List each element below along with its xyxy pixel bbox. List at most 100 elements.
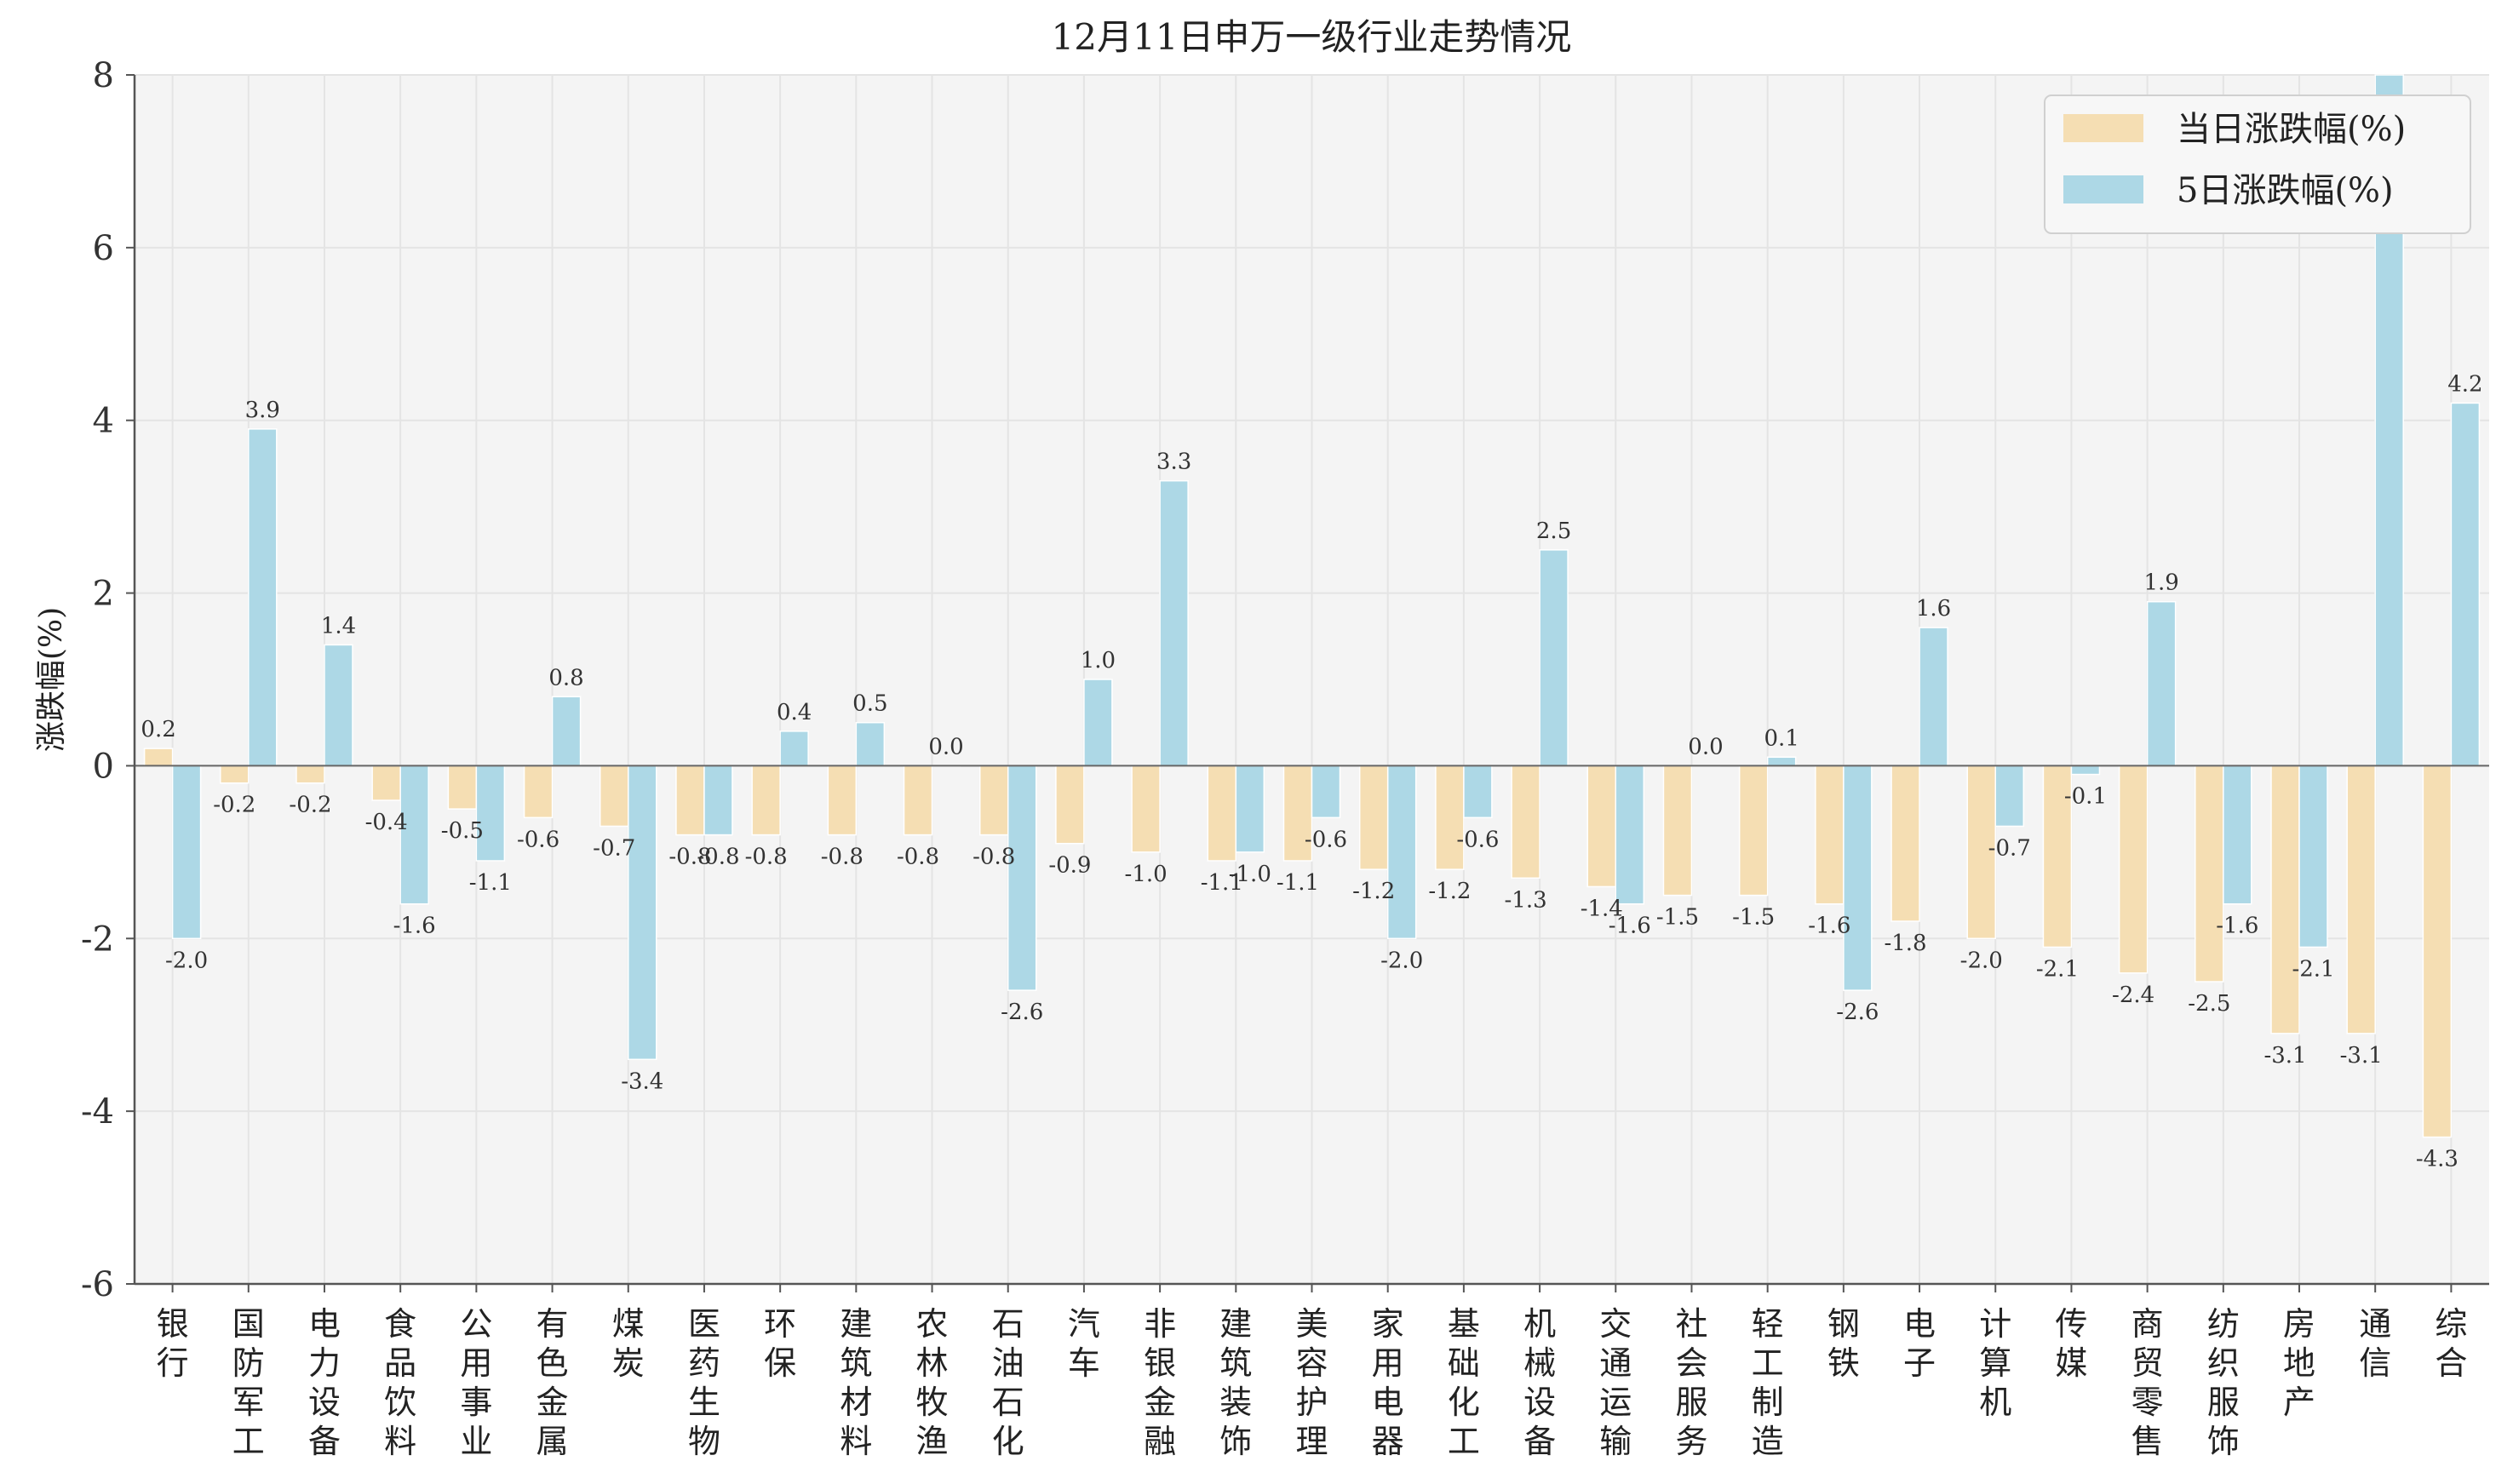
bar-daily bbox=[1890, 765, 1920, 922]
data-label: -3.1 bbox=[2263, 1043, 2306, 1069]
x-tick-label: 环保 bbox=[764, 1305, 796, 1382]
y-axis-label: 涨跌幅(%) bbox=[34, 607, 69, 752]
bar-5day bbox=[1386, 765, 1417, 940]
data-label: -0.8 bbox=[897, 845, 939, 870]
bar-daily bbox=[1738, 765, 1769, 897]
bar-daily bbox=[1586, 765, 1617, 888]
bar-daily bbox=[2270, 765, 2300, 1034]
bar-5day bbox=[171, 765, 202, 940]
x-tick-label: 农林牧渔 bbox=[916, 1305, 949, 1460]
bar-5day bbox=[324, 644, 353, 767]
data-label: -1.1 bbox=[469, 870, 512, 896]
bar-daily bbox=[371, 765, 401, 801]
bar-daily bbox=[447, 765, 478, 810]
data-label: -0.8 bbox=[821, 845, 863, 870]
legend: 当日涨跌幅(%) 5日涨跌幅(%) bbox=[2044, 95, 2471, 234]
bar-daily bbox=[1207, 765, 1237, 862]
data-label: 0.0 bbox=[928, 734, 963, 759]
x-tick-label: 建筑材料 bbox=[840, 1305, 872, 1460]
x-tick-label: 煤炭 bbox=[612, 1305, 645, 1382]
bar-daily bbox=[1435, 765, 1465, 870]
x-tick-label: 电子 bbox=[1903, 1305, 1936, 1382]
bar-5day bbox=[703, 765, 733, 836]
x-tick-label: 有色金属 bbox=[536, 1305, 569, 1460]
x-tick-label: 商贸零售 bbox=[2131, 1305, 2164, 1460]
x-tick-label: 计算机 bbox=[1979, 1305, 2011, 1421]
data-label: -1.6 bbox=[2216, 914, 2258, 939]
x-tick-label: 建筑装饰 bbox=[1219, 1305, 1252, 1460]
data-label: -2.5 bbox=[2188, 991, 2230, 1017]
bar-daily bbox=[2346, 765, 2376, 1034]
chart-title: 12月11日申万一级行业走势情况 bbox=[1052, 16, 1572, 58]
bar-5day bbox=[779, 731, 809, 767]
data-label: -2.4 bbox=[2112, 983, 2154, 1008]
legend-box bbox=[2044, 95, 2471, 234]
y-tick-label: 6 bbox=[93, 229, 114, 268]
x-tick-label: 石油石化 bbox=[992, 1305, 1024, 1460]
bar-daily bbox=[2118, 765, 2149, 974]
bar-daily bbox=[220, 765, 250, 784]
data-label: 0.4 bbox=[777, 700, 812, 725]
x-tick-label: 房地产 bbox=[2283, 1305, 2315, 1421]
data-label: -2.0 bbox=[165, 948, 208, 973]
bar-5day bbox=[2070, 765, 2101, 776]
data-label: -2.6 bbox=[1836, 1000, 1879, 1025]
bar-5day bbox=[551, 696, 582, 767]
data-label: -0.6 bbox=[517, 827, 559, 852]
data-label: -0.8 bbox=[745, 845, 788, 870]
bar-daily bbox=[523, 765, 554, 819]
data-label: -0.6 bbox=[1456, 827, 1499, 852]
x-tick-label: 通信 bbox=[2359, 1305, 2391, 1382]
bar-daily bbox=[295, 765, 325, 784]
bar-5day bbox=[855, 721, 886, 767]
bar-5day bbox=[1994, 765, 2024, 828]
data-label: -1.1 bbox=[1277, 870, 1319, 896]
bar-5day bbox=[399, 765, 429, 905]
x-tick-label: 综合 bbox=[2435, 1305, 2467, 1382]
data-label: 0.1 bbox=[1764, 725, 1799, 751]
data-label: -1.1 bbox=[1201, 870, 1243, 896]
legend-swatch-daily bbox=[2063, 114, 2143, 142]
data-label: -0.7 bbox=[1988, 835, 2031, 861]
bar-5day bbox=[628, 765, 657, 1061]
bar-5day bbox=[2450, 402, 2481, 767]
x-ticks: 银行 国防军工 电力设备 食品饮料 公用事业 有色金属 煤炭 医药生物 环保 建筑材料 农林牧渔 石油… bbox=[157, 1284, 2467, 1460]
data-label: 0.2 bbox=[141, 717, 175, 742]
bar-daily bbox=[827, 765, 858, 836]
data-label: -0.8 bbox=[972, 845, 1015, 870]
y-tick-label: -6 bbox=[81, 1265, 114, 1304]
bar-5day bbox=[475, 765, 506, 862]
data-labels: 0.2-0.2 -0.2-0.4 -0.5 -0.6 -0.7 -0.8 -0.8 -0.8-… bbox=[141, 371, 2482, 1172]
data-label: -0.6 bbox=[1305, 827, 1347, 852]
bar-5day bbox=[1083, 679, 1113, 767]
x-tick-label: 社会服务 bbox=[1675, 1305, 1707, 1460]
bar-5day bbox=[2223, 765, 2252, 905]
bar-daily bbox=[1662, 765, 1693, 897]
data-label: 0.5 bbox=[852, 691, 887, 717]
y-tick-label: 4 bbox=[93, 402, 114, 441]
bar-daily bbox=[1282, 765, 1313, 862]
data-label: -1.0 bbox=[1229, 862, 1271, 887]
bar-5day bbox=[2298, 765, 2328, 948]
data-label: 3.3 bbox=[1156, 450, 1191, 475]
bar-daily bbox=[2042, 765, 2073, 948]
data-label: -0.8 bbox=[697, 845, 739, 870]
y-tick-label: -4 bbox=[81, 1092, 114, 1132]
legend-label-5day: 5日涨跌幅(%) bbox=[2177, 171, 2394, 210]
bar-daily bbox=[1511, 765, 1541, 880]
bar-5day bbox=[1766, 756, 1797, 767]
bar-daily bbox=[1055, 765, 1085, 845]
data-label: -2.0 bbox=[1380, 948, 1423, 973]
data-label: 2.5 bbox=[1536, 519, 1571, 544]
bar-5day bbox=[1311, 765, 1341, 819]
data-label: -1.3 bbox=[1505, 887, 1547, 913]
x-tick-label: 轻工制造 bbox=[1752, 1305, 1784, 1460]
y-tick-label: 8 bbox=[93, 56, 114, 95]
y-tick-label: -2 bbox=[81, 920, 114, 959]
data-label: -1.5 bbox=[1656, 905, 1699, 931]
data-label: -1.6 bbox=[1808, 914, 1850, 939]
x-tick-label: 交通运输 bbox=[1599, 1305, 1632, 1460]
bar-5day bbox=[1159, 479, 1189, 767]
bar-5day bbox=[2146, 600, 2177, 767]
